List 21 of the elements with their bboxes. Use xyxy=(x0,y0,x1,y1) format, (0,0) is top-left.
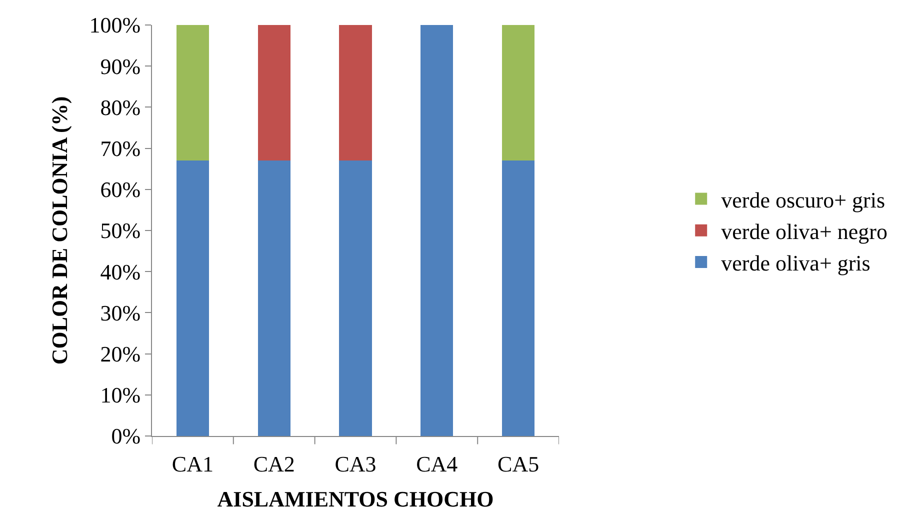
x-tick-label: CA4 xyxy=(416,451,458,476)
y-tick-label: 80% xyxy=(100,94,141,120)
legend-label: verde oliva+ negro xyxy=(721,218,888,244)
y-tick-label: 30% xyxy=(100,300,141,326)
x-tick-label: CA5 xyxy=(498,451,540,476)
y-tick-label: 90% xyxy=(100,54,141,79)
legend-label: verde oscuro+ gris xyxy=(721,187,886,212)
y-tick-label: 40% xyxy=(100,259,141,284)
x-axis-title: AISLAMIENTOS CHOCHO xyxy=(217,486,494,512)
y-tick-label: 70% xyxy=(100,136,141,161)
y-axis-title: COLOR DE COLONIA (%) xyxy=(47,96,72,365)
y-tick-label: 10% xyxy=(100,382,141,408)
y-tick-label: 50% xyxy=(100,218,141,244)
y-tick-label: 0% xyxy=(111,424,141,449)
x-tick-label: CA2 xyxy=(253,451,295,476)
y-tick-label: 20% xyxy=(100,342,141,366)
y-tick-label: 100% xyxy=(89,12,141,38)
legend-label: verde oliva+ gris xyxy=(721,250,870,276)
x-tick-label: CA3 xyxy=(334,451,376,476)
x-tick-label: CA1 xyxy=(172,451,214,476)
y-tick-label: 60% xyxy=(100,177,141,202)
